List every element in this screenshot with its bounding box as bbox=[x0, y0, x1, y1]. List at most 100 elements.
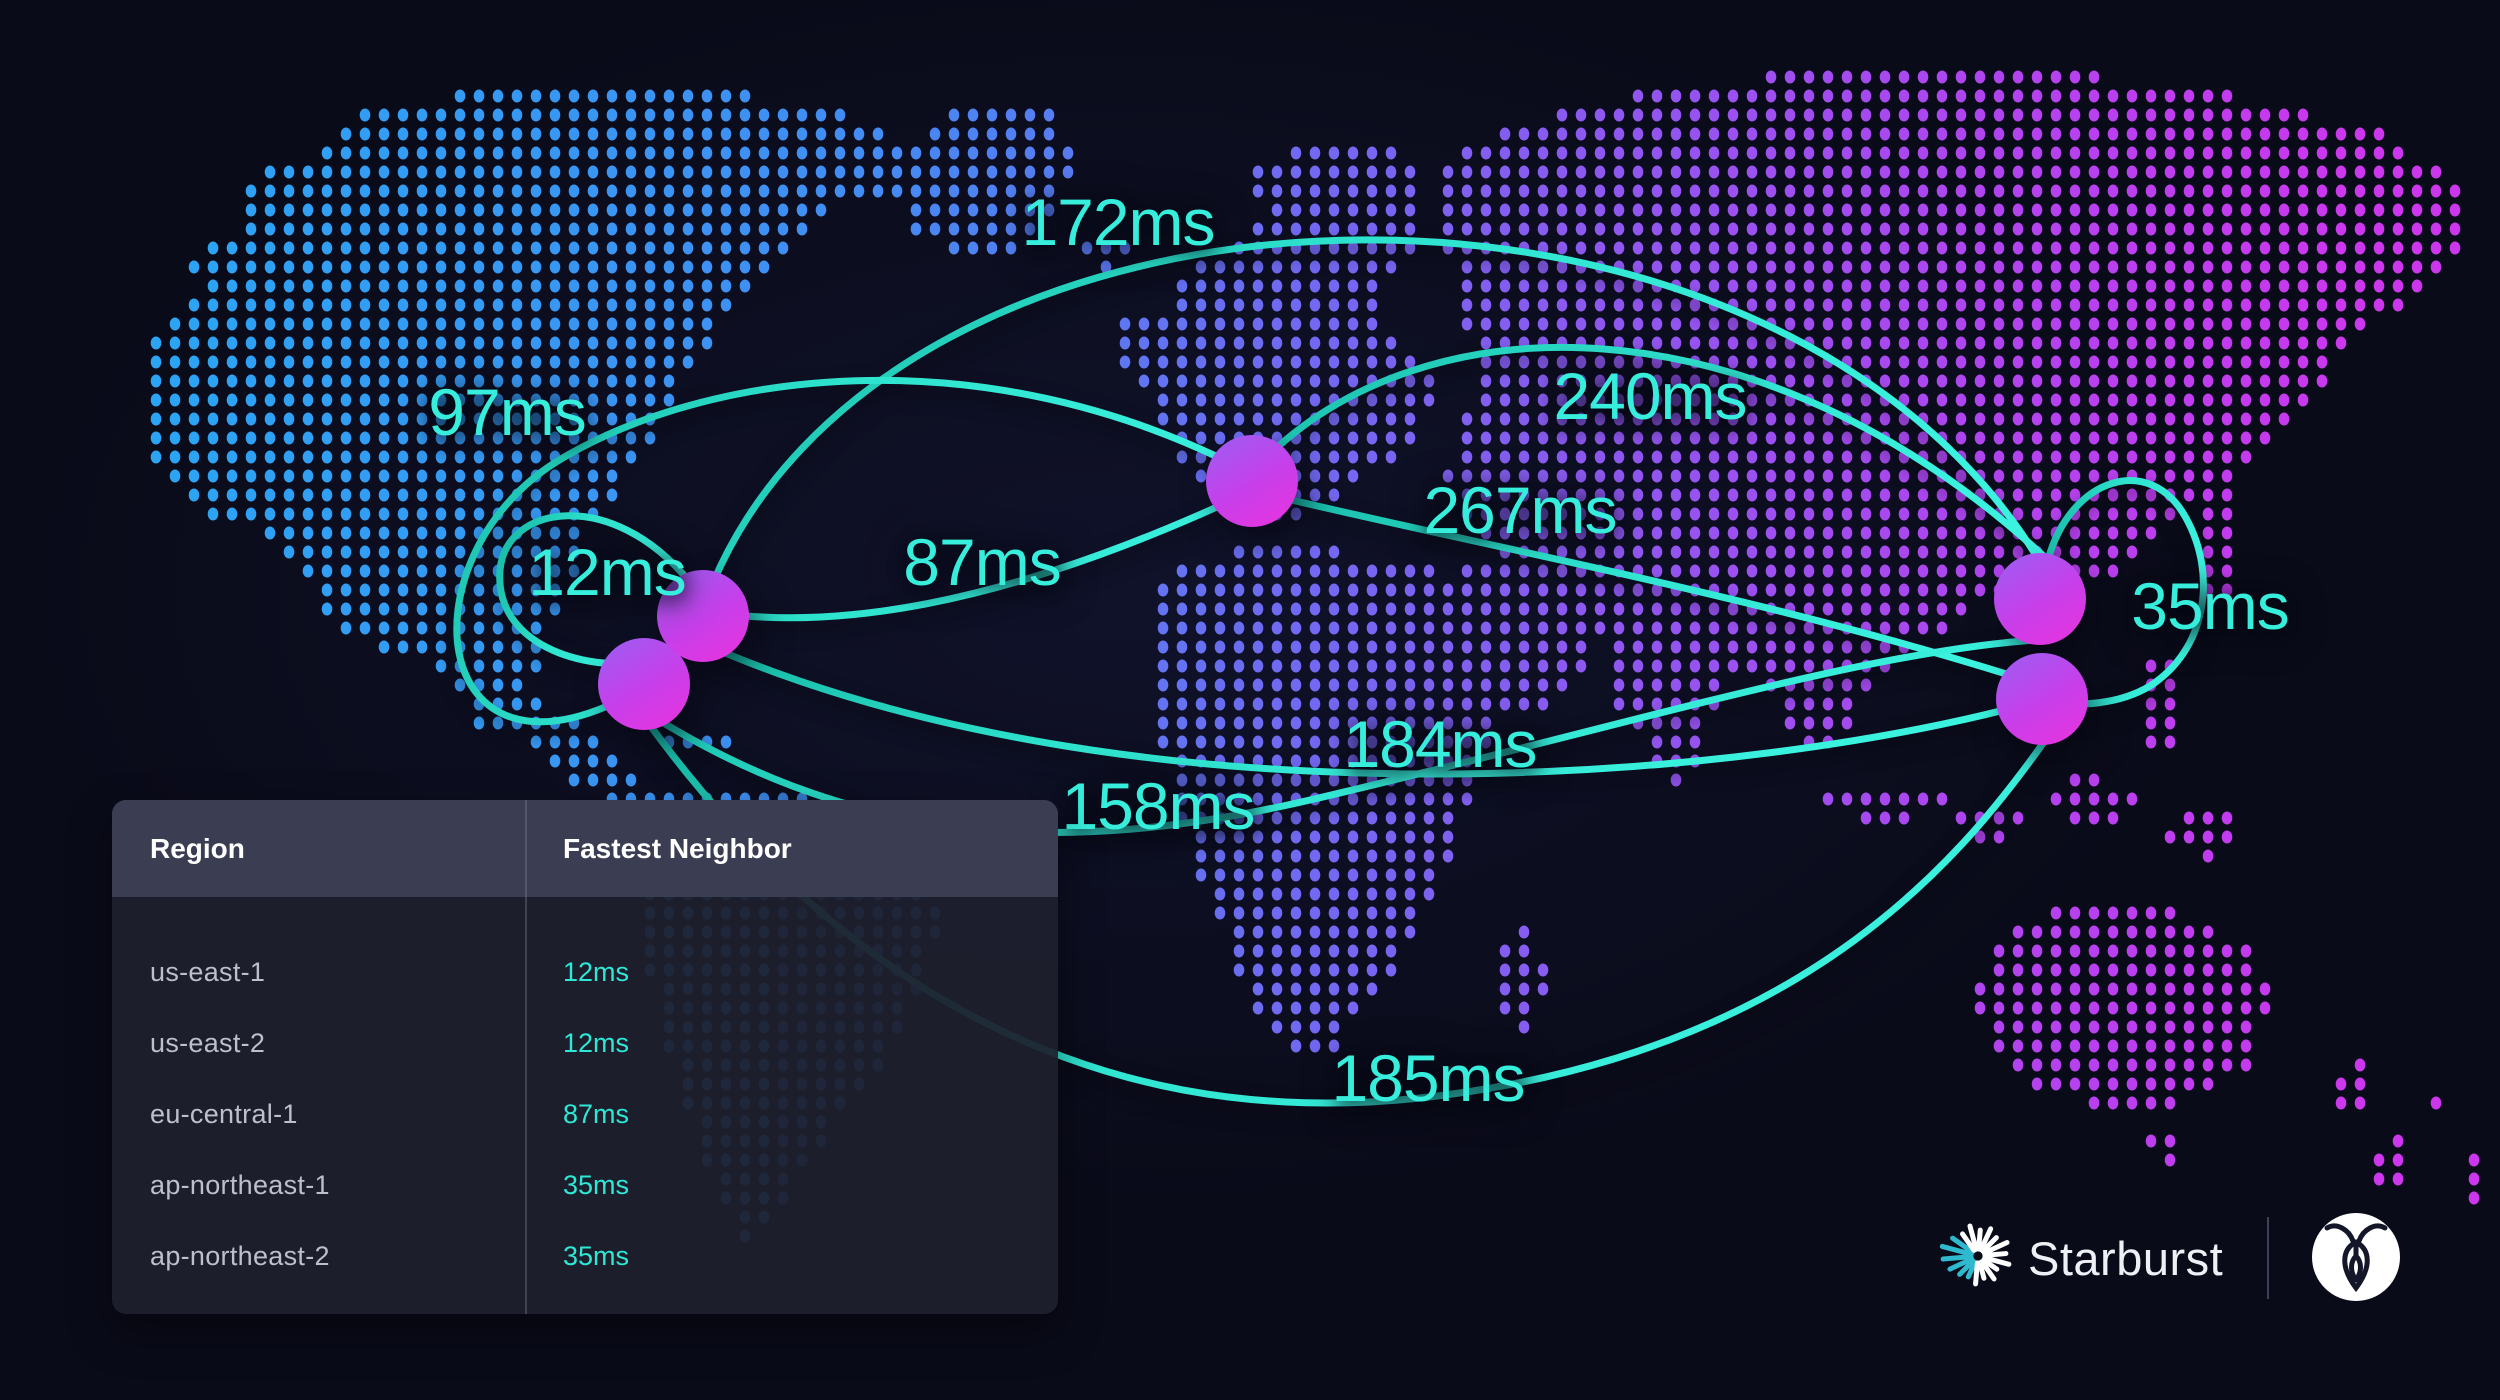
map-dot bbox=[587, 260, 599, 274]
map-dot bbox=[321, 564, 333, 578]
map-dot bbox=[2316, 146, 2328, 160]
map-dot bbox=[2373, 298, 2385, 312]
map-dot bbox=[1119, 317, 1131, 331]
map-dot bbox=[2031, 450, 2043, 464]
map-dot bbox=[2088, 336, 2100, 350]
map-dot bbox=[1385, 222, 1397, 236]
map-dot bbox=[2107, 127, 2119, 141]
map-dot bbox=[606, 298, 618, 312]
map-dot bbox=[1537, 355, 1549, 369]
map-dot bbox=[2145, 393, 2157, 407]
node-us-east-2 bbox=[598, 638, 690, 730]
map-dot bbox=[2069, 355, 2081, 369]
map-dot bbox=[1404, 716, 1416, 730]
map-dot bbox=[1765, 127, 1777, 141]
map-dot bbox=[1404, 583, 1416, 597]
map-dot bbox=[492, 621, 504, 635]
map-dot bbox=[796, 165, 808, 179]
map-dot bbox=[1195, 260, 1207, 274]
map-dot bbox=[1784, 621, 1796, 635]
map-dot bbox=[1195, 868, 1207, 882]
map-dot bbox=[283, 165, 295, 179]
map-dot bbox=[1670, 450, 1682, 464]
map-dot bbox=[1575, 279, 1587, 293]
map-dot bbox=[2050, 507, 2062, 521]
map-dot bbox=[2012, 982, 2024, 996]
map-dot bbox=[1936, 792, 1948, 806]
map-dot bbox=[948, 127, 960, 141]
map-dot bbox=[1974, 526, 1986, 540]
map-dot bbox=[1328, 697, 1340, 711]
map-dot bbox=[2202, 241, 2214, 255]
map-dot bbox=[644, 279, 656, 293]
map-dot bbox=[1632, 621, 1644, 635]
map-dot bbox=[1252, 754, 1264, 768]
map-dot bbox=[2164, 184, 2176, 198]
map-dot bbox=[568, 222, 580, 236]
map-dot bbox=[2297, 108, 2309, 122]
map-dot bbox=[1594, 317, 1606, 331]
map-dot bbox=[1613, 203, 1625, 217]
map-dot bbox=[1537, 450, 1549, 464]
map-dot bbox=[150, 374, 162, 388]
map-dot bbox=[1822, 564, 1834, 578]
map-dot bbox=[283, 431, 295, 445]
map-dot bbox=[625, 355, 637, 369]
map-dot bbox=[1651, 184, 1663, 198]
map-dot bbox=[2031, 1001, 2043, 1015]
map-dot bbox=[1366, 298, 1378, 312]
map-dot bbox=[2050, 241, 2062, 255]
connection-eu-central-1-ap-northeast-1 bbox=[1258, 344, 2054, 566]
map-dot bbox=[1100, 260, 1112, 274]
map-dot bbox=[1727, 602, 1739, 616]
map-dot bbox=[1632, 146, 1644, 160]
map-dot bbox=[2468, 1153, 2480, 1167]
map-dot bbox=[1670, 374, 1682, 388]
map-dot bbox=[2050, 184, 2062, 198]
map-dot bbox=[1670, 469, 1682, 483]
map-dot bbox=[568, 469, 580, 483]
map-dot bbox=[834, 146, 846, 160]
map-dot bbox=[1252, 374, 1264, 388]
map-dot bbox=[2050, 70, 2062, 84]
map-dot bbox=[1005, 146, 1017, 160]
map-dot bbox=[1499, 336, 1511, 350]
map-dot bbox=[2259, 165, 2271, 179]
map-dot bbox=[2278, 374, 2290, 388]
map-dot bbox=[1784, 583, 1796, 597]
map-dot bbox=[188, 450, 200, 464]
map-dot bbox=[1480, 640, 1492, 654]
map-dot bbox=[454, 279, 466, 293]
map-dot bbox=[1252, 792, 1264, 806]
map-dot bbox=[1214, 279, 1226, 293]
map-dot bbox=[2012, 1001, 2024, 1015]
map-dot bbox=[2278, 146, 2290, 160]
map-dot bbox=[2202, 1020, 2214, 1034]
map-dot bbox=[1784, 488, 1796, 502]
map-dot bbox=[549, 298, 561, 312]
map-dot bbox=[2164, 260, 2176, 274]
map-dot bbox=[169, 469, 181, 483]
map-dot bbox=[2316, 355, 2328, 369]
map-dot bbox=[549, 203, 561, 217]
map-dot bbox=[1746, 108, 1758, 122]
map-dot bbox=[1936, 545, 1948, 559]
map-dot bbox=[568, 735, 580, 749]
map-dot bbox=[1518, 222, 1530, 236]
map-dot bbox=[1423, 659, 1435, 673]
map-dot bbox=[2145, 716, 2157, 730]
latency-label-97ms: 97ms bbox=[428, 375, 585, 449]
map-dot bbox=[2202, 412, 2214, 426]
map-dot bbox=[1632, 678, 1644, 692]
map-dot bbox=[1404, 374, 1416, 388]
map-dot bbox=[454, 298, 466, 312]
map-dot bbox=[1499, 450, 1511, 464]
map-dot bbox=[549, 735, 561, 749]
map-dot bbox=[1689, 165, 1701, 179]
map-dot bbox=[2392, 1153, 2404, 1167]
map-dot bbox=[2316, 336, 2328, 350]
map-dot bbox=[1537, 697, 1549, 711]
map-dot bbox=[1556, 640, 1568, 654]
map-dot bbox=[454, 526, 466, 540]
map-dot bbox=[1309, 830, 1321, 844]
